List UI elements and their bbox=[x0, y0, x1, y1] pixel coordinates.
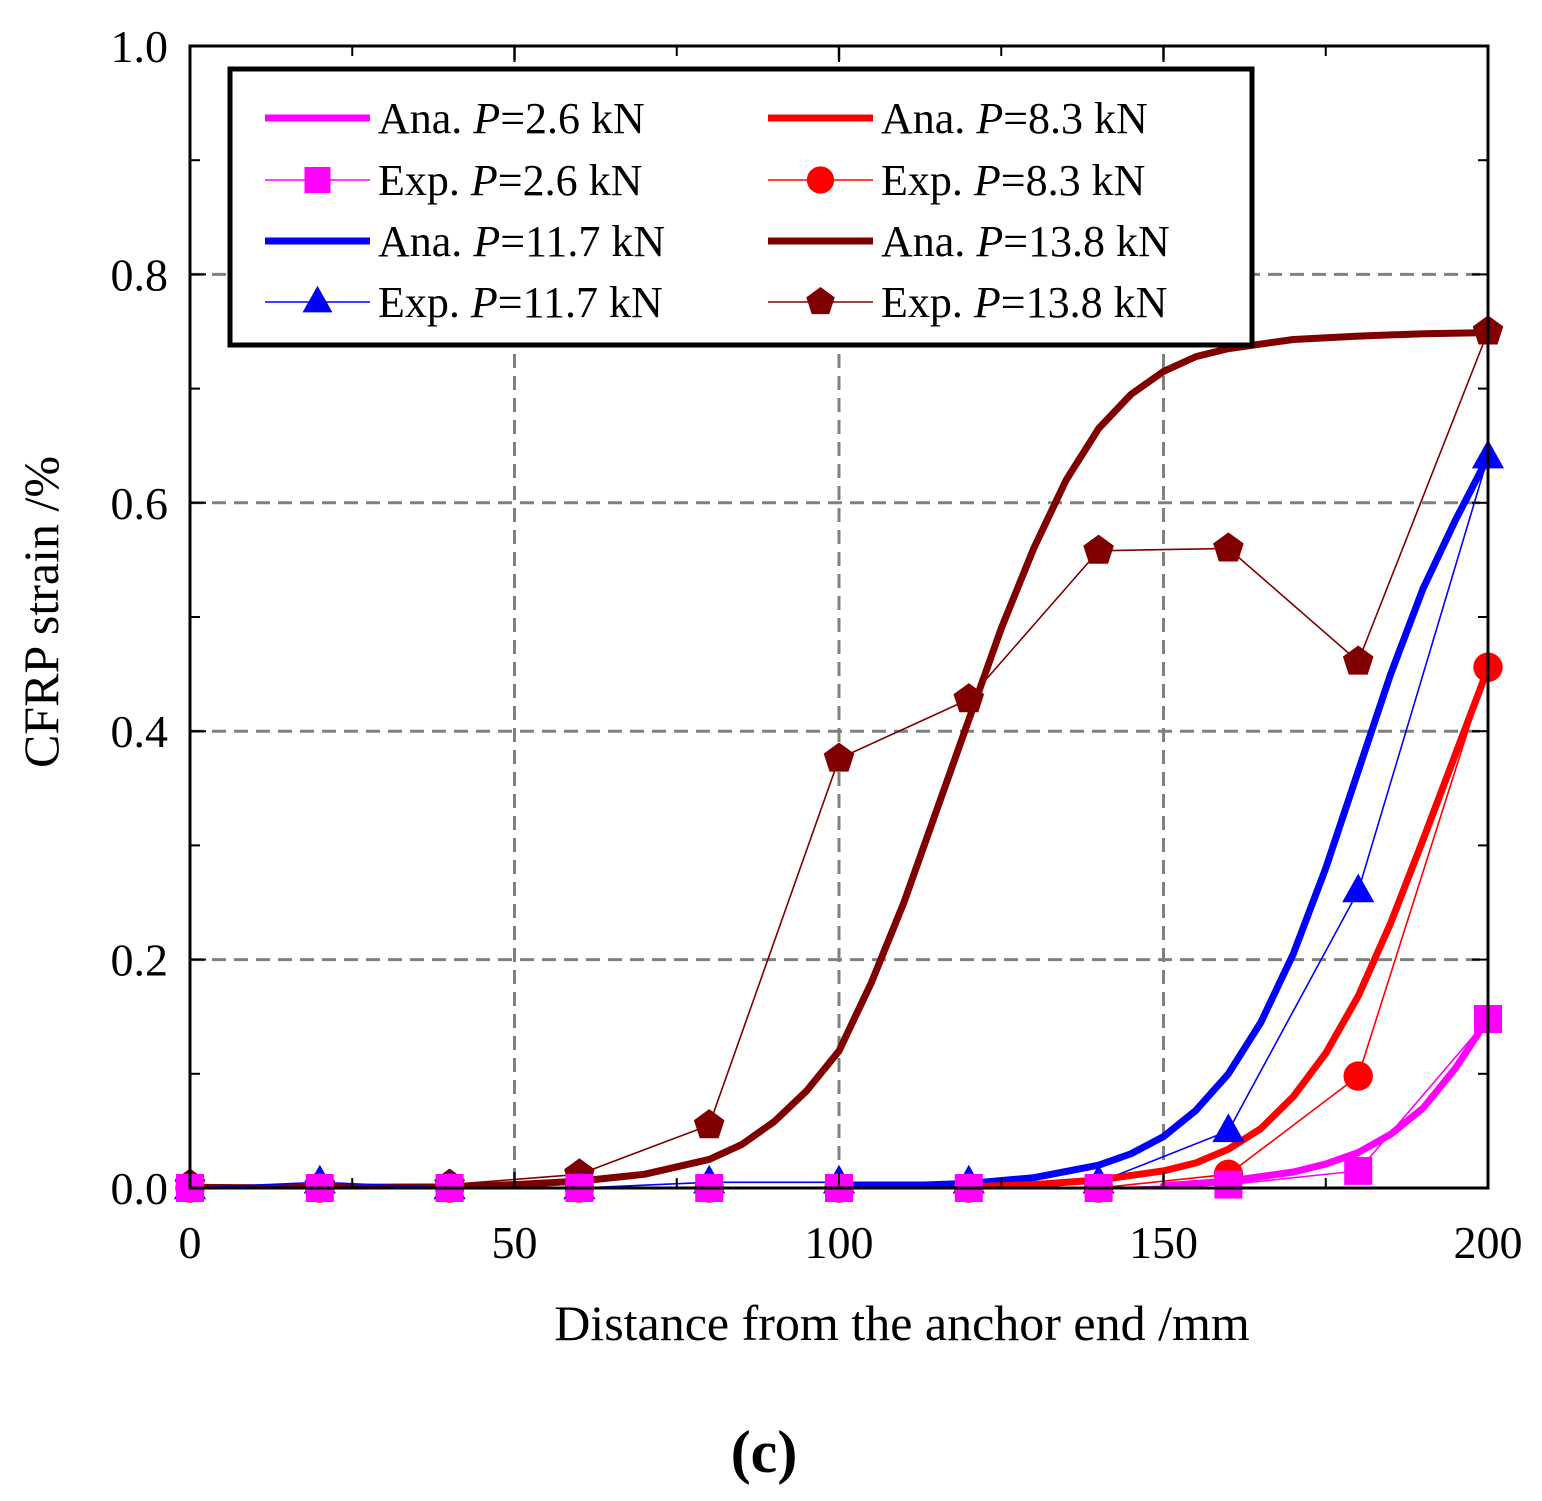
legend-marker-7 bbox=[806, 287, 835, 315]
data-point bbox=[823, 742, 855, 772]
ticks bbox=[189, 45, 1489, 1189]
legend-label-1: Exp. P=2.6 kN bbox=[378, 156, 642, 205]
x-tick-label: 100 bbox=[805, 1217, 874, 1268]
legend: Ana. P=2.6 kN Exp. P=2.6 kN Ana. P=11.7 kN… bbox=[227, 66, 1255, 348]
data-point bbox=[693, 1109, 725, 1139]
legend-label-7: Exp. P=13.8 kN bbox=[881, 278, 1167, 327]
y-tick-label: 0.6 bbox=[111, 478, 169, 529]
legend-marker-1 bbox=[304, 167, 331, 193]
series-line-3 bbox=[190, 666, 1488, 1188]
data-point bbox=[1344, 1156, 1373, 1185]
legend-box bbox=[227, 66, 1255, 348]
y-tick-label: 0.4 bbox=[111, 706, 169, 757]
y-tick-label: 1.0 bbox=[111, 21, 169, 72]
series-line-0 bbox=[1160, 1015, 1488, 1188]
legend-marker-3 bbox=[806, 166, 835, 194]
legend-label-2: Ana. P=8.3 kN bbox=[881, 94, 1148, 143]
data-point bbox=[1342, 645, 1374, 675]
panel-label: (c) bbox=[731, 1419, 798, 1485]
x-axis-title: Distance from the anchor end /mm bbox=[554, 1295, 1250, 1351]
x-tick-label: 0 bbox=[179, 1217, 202, 1268]
data-point bbox=[1343, 1061, 1373, 1091]
data-point bbox=[1214, 1170, 1243, 1199]
legend-label-4: Ana. P=11.7 kN bbox=[378, 217, 665, 266]
legend-marker-5 bbox=[302, 285, 333, 313]
x-tick-labels: 0 50 100 150 200 bbox=[179, 1217, 1523, 1268]
y-tick-label: 0.2 bbox=[111, 935, 169, 986]
x-tick-label: 150 bbox=[1129, 1217, 1198, 1268]
legend-label-6: Ana. P=13.8 kN bbox=[881, 217, 1170, 266]
series-line-6 bbox=[190, 329, 1488, 1188]
data-point bbox=[1083, 534, 1114, 564]
series-layer bbox=[190, 329, 1488, 1188]
legend-label-3: Exp. P=8.3 kN bbox=[881, 156, 1145, 205]
x-tick-label: 200 bbox=[1454, 1217, 1523, 1268]
data-point bbox=[953, 683, 985, 713]
data-point bbox=[1212, 1113, 1245, 1143]
series-line-1 bbox=[190, 1018, 1488, 1188]
y-tick-label: 0.8 bbox=[111, 249, 169, 300]
legend-label-5: Exp. P=11.7 kN bbox=[378, 278, 663, 327]
data-point bbox=[1342, 873, 1375, 903]
legend-label-0: Ana. P=2.6 kN bbox=[378, 94, 645, 143]
y-tick-label: 0.0 bbox=[111, 1163, 169, 1214]
y-axis-title: CFRP strain /% bbox=[13, 456, 69, 768]
y-tick-labels: 0.0 0.2 0.4 0.6 0.8 1.0 bbox=[111, 21, 169, 1214]
series-line-4 bbox=[835, 453, 1488, 1188]
x-tick-label: 50 bbox=[492, 1217, 538, 1268]
data-point bbox=[1213, 532, 1244, 562]
